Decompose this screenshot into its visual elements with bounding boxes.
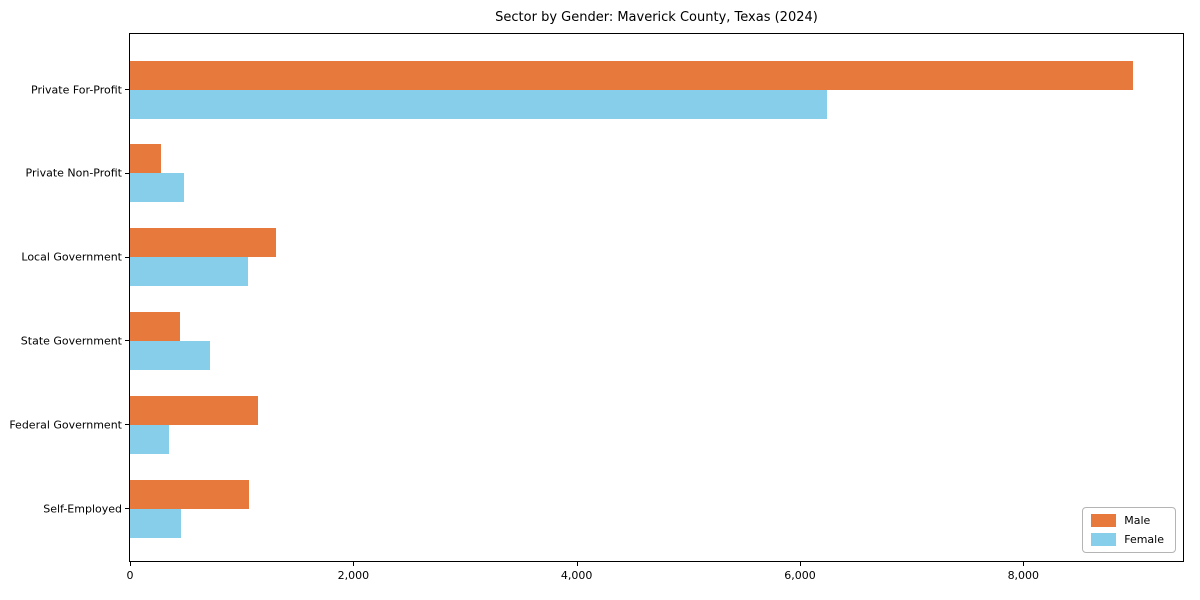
y-tick-label: Private Non-Profit [25, 166, 122, 180]
legend-swatch-male [1091, 514, 1117, 527]
plot-area: Male Female Private For-Profit Private No… [9, 33, 1184, 582]
legend: Male Female [1082, 507, 1176, 553]
y-tick-mark [125, 172, 129, 174]
bar-female-5 [130, 508, 181, 538]
bar-female-1 [130, 173, 184, 203]
bar-female-2 [130, 257, 248, 287]
bar-male-4 [130, 395, 258, 425]
y-tick-mark [125, 424, 129, 426]
x-tick-label: 4,000 [560, 569, 593, 582]
x-tick-label: 6,000 [784, 569, 816, 582]
y-tick-label: Self-Employed [43, 502, 122, 515]
y-tick-label: Private For-Profit [31, 83, 122, 96]
y-tick-label: Federal Government [9, 418, 122, 432]
y-tick-label: State Government [20, 334, 122, 348]
bar-male-2 [130, 228, 276, 258]
x-tick-label: 0 [126, 569, 134, 582]
y-tick-mark [125, 508, 129, 509]
x-tick-mark [576, 562, 578, 566]
legend-item-male: Male [1091, 514, 1164, 527]
bar-female-4 [130, 424, 169, 454]
x-tick-mark [1023, 562, 1025, 566]
x-tick-label: 8,000 [1007, 569, 1040, 582]
bar-female-0 [130, 89, 827, 119]
legend-label-male: Male [1124, 514, 1151, 527]
bar-female-3 [130, 340, 210, 370]
y-tick-mark [125, 340, 129, 342]
legend-swatch-female [1091, 533, 1117, 546]
legend-label-female: Female [1124, 533, 1164, 546]
bar-male-5 [130, 479, 249, 509]
x-tick-mark [353, 562, 355, 566]
legend-item-female: Female [1091, 533, 1164, 546]
bar-male-1 [130, 144, 161, 174]
chart-title: Sector by Gender: Maverick County, Texas… [495, 10, 818, 25]
bar-male-3 [130, 311, 180, 341]
y-tick-mark [125, 89, 129, 90]
y-tick-mark [125, 256, 129, 258]
x-tick-mark [799, 562, 801, 566]
x-tick-label: 2,000 [337, 569, 370, 582]
x-tick-mark [130, 562, 131, 566]
y-tick-label: Local Government [21, 250, 122, 264]
bar-male-0 [130, 60, 1133, 90]
